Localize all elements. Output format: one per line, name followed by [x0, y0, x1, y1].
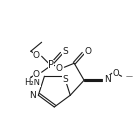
Text: S: S [62, 75, 68, 84]
Text: O: O [55, 64, 62, 73]
Text: N: N [29, 91, 35, 100]
Text: O: O [33, 51, 40, 60]
Text: H₂N: H₂N [25, 78, 41, 87]
Text: O: O [84, 47, 91, 56]
Text: P: P [48, 60, 53, 70]
Text: N: N [104, 75, 111, 84]
Text: O: O [33, 70, 40, 79]
Text: O: O [113, 69, 119, 78]
Text: —: — [126, 73, 133, 79]
Text: S: S [62, 47, 68, 56]
